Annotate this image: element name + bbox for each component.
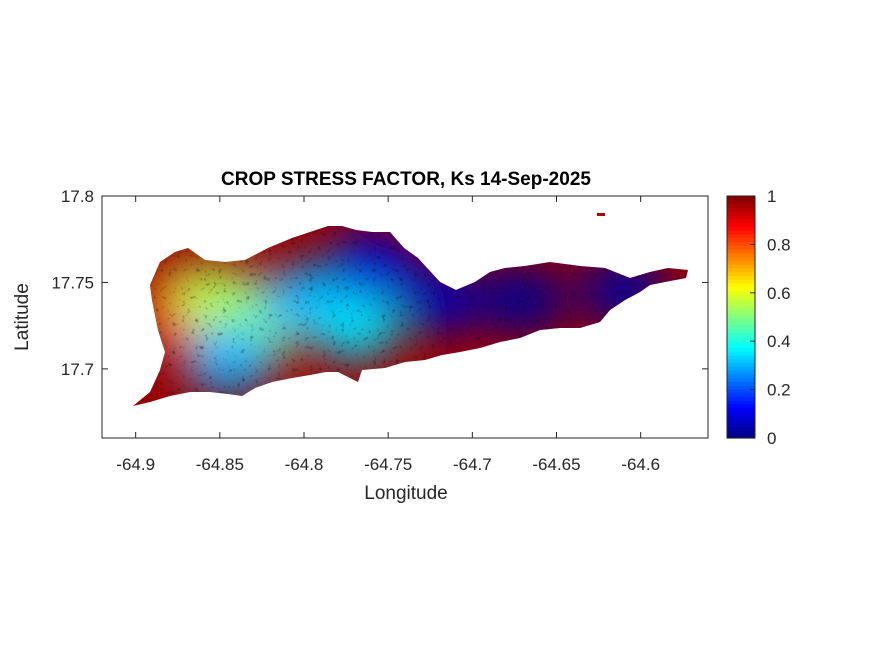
colorbar-cell <box>727 328 755 333</box>
colorbar-cell <box>727 411 755 416</box>
colorbar-cell <box>727 207 755 212</box>
x-tick-label: -64.7 <box>453 455 492 474</box>
colorbar-cell <box>727 403 755 409</box>
colorbar-gradient <box>727 196 755 439</box>
colorbar-cell <box>727 309 755 314</box>
colorbar-cell <box>727 237 755 242</box>
y-axis: 17.8 17.75 17.7 <box>51 187 708 379</box>
colorbar-cell <box>727 369 755 375</box>
colorbar-cell <box>727 430 755 435</box>
colorbar-tick-label: 0.8 <box>767 235 791 254</box>
colorbar-cell <box>727 245 755 250</box>
colorbar-cell <box>727 286 755 292</box>
colorbar-cell <box>727 222 755 227</box>
colorbar-tick-label: 0.4 <box>767 332 791 351</box>
colorbar-cell <box>727 264 755 269</box>
colorbar-cell <box>727 388 755 394</box>
colorbar-cell <box>727 317 755 322</box>
colorbar-cell <box>727 252 755 258</box>
colorbar-cell <box>727 275 755 280</box>
colorbar-cell <box>727 294 755 299</box>
colorbar-cell <box>727 290 755 295</box>
x-axis: -64.9 -64.85 -64.8 -64.75 -64.7 -64.65 -64.6 <box>116 196 660 474</box>
colorbar-ticks: 0 0.2 0.4 0.6 0.8 1 <box>750 187 791 448</box>
colorbar-cell <box>727 203 755 208</box>
colorbar-tick-label: 0 <box>767 429 776 448</box>
colorbar-cell <box>727 407 755 413</box>
colorbar-cell <box>727 366 755 371</box>
colorbar-cell <box>727 396 755 401</box>
colorbar-cell <box>727 358 755 363</box>
colorbar-cell <box>727 211 755 216</box>
x-tick-label: -64.75 <box>364 455 412 474</box>
colorbar-cell <box>727 381 755 386</box>
y-axis-label: Latitude <box>12 283 33 351</box>
colorbar-cell <box>727 305 755 311</box>
colorbar-frame <box>726 195 756 439</box>
colorbar-cell <box>727 279 755 284</box>
colorbar-cell <box>727 301 755 307</box>
colorbar-cell <box>727 419 755 424</box>
x-tick-label: -64.9 <box>116 455 155 474</box>
colorbar-cell <box>727 351 755 356</box>
colorbar-cell <box>727 267 755 273</box>
colorbar-cell <box>727 256 755 261</box>
colorbar-cell <box>727 241 755 246</box>
x-tick-label: -64.85 <box>196 455 244 474</box>
colorbar-cell <box>727 214 755 220</box>
colorbar-cell <box>727 392 755 398</box>
y-tick-label: 17.75 <box>51 273 94 292</box>
colorbar-cell <box>727 347 755 352</box>
colorbar-cell <box>727 271 755 277</box>
colorbar-cell <box>727 320 755 326</box>
colorbar-cell <box>727 385 755 390</box>
colorbar-cell <box>727 377 755 382</box>
colorbar-cell <box>727 335 755 341</box>
colorbar-cell <box>727 339 755 345</box>
colorbar-cell <box>727 400 755 405</box>
colorbar-cell <box>727 260 755 265</box>
colorbar-cell <box>727 233 755 239</box>
colorbar-cell <box>727 354 755 360</box>
colorbar-cell <box>727 313 755 318</box>
colorbar-cell <box>727 298 755 303</box>
colorbar-cell <box>727 248 755 254</box>
y-tick-label: 17.8 <box>61 187 94 206</box>
colorbar-cell <box>727 415 755 420</box>
x-tick-label: -64.6 <box>621 455 660 474</box>
colorbar-cell <box>727 218 755 224</box>
islet <box>597 213 605 216</box>
colorbar-cell <box>727 226 755 231</box>
x-tick-label: -64.8 <box>285 455 324 474</box>
colorbar-cell <box>727 434 755 439</box>
x-axis-label: Longitude <box>364 483 447 504</box>
colorbar-tick-label: 0.6 <box>767 284 791 303</box>
colorbar-cell <box>727 373 755 379</box>
colorbar-cell <box>727 332 755 337</box>
colorbar-cell <box>727 196 755 201</box>
y-tick-label: 17.7 <box>61 360 94 379</box>
colorbar: 0 0.2 0.4 0.6 0.8 1 <box>726 187 791 448</box>
colorbar-tick-label: 1 <box>767 187 776 206</box>
colorbar-cell <box>727 343 755 348</box>
colorbar-cell <box>727 282 755 288</box>
x-tick-label: -64.65 <box>532 455 580 474</box>
colorbar-cell <box>727 362 755 367</box>
colorbar-cell <box>727 422 755 428</box>
colorbar-cell <box>727 230 755 235</box>
colorbar-cell <box>727 199 755 205</box>
colorbar-cell <box>727 324 755 329</box>
colorbar-tick-label: 0.2 <box>767 381 791 400</box>
chart-title: CROP STRESS FACTOR, Ks 14-Sep-2025 <box>221 169 591 190</box>
colorbar-cell <box>727 426 755 432</box>
